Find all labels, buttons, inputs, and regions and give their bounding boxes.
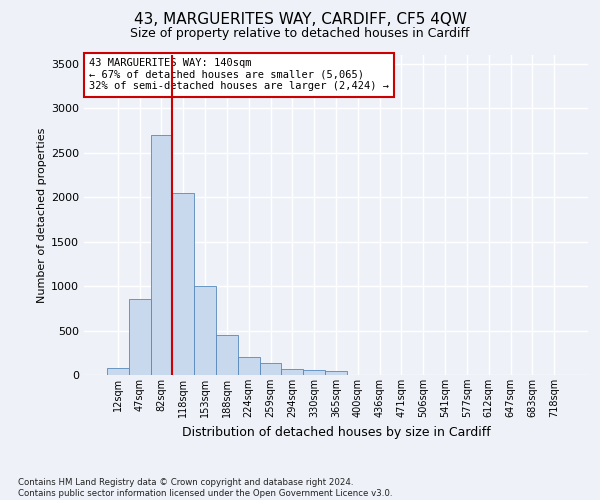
- Bar: [151, 135, 172, 375]
- Bar: [194, 286, 216, 375]
- Bar: [260, 364, 281, 375]
- Bar: [129, 300, 151, 375]
- Bar: [325, 372, 347, 375]
- Y-axis label: Number of detached properties: Number of detached properties: [37, 128, 47, 302]
- Bar: [303, 370, 325, 375]
- Bar: [216, 335, 238, 375]
- X-axis label: Distribution of detached houses by size in Cardiff: Distribution of detached houses by size …: [182, 426, 490, 438]
- Bar: [281, 369, 303, 375]
- Bar: [107, 368, 129, 375]
- Text: Size of property relative to detached houses in Cardiff: Size of property relative to detached ho…: [130, 28, 470, 40]
- Text: Contains HM Land Registry data © Crown copyright and database right 2024.
Contai: Contains HM Land Registry data © Crown c…: [18, 478, 392, 498]
- Text: 43 MARGUERITES WAY: 140sqm
← 67% of detached houses are smaller (5,065)
32% of s: 43 MARGUERITES WAY: 140sqm ← 67% of deta…: [89, 58, 389, 92]
- Bar: [238, 357, 260, 375]
- Text: 43, MARGUERITES WAY, CARDIFF, CF5 4QW: 43, MARGUERITES WAY, CARDIFF, CF5 4QW: [133, 12, 467, 28]
- Bar: [172, 193, 194, 375]
